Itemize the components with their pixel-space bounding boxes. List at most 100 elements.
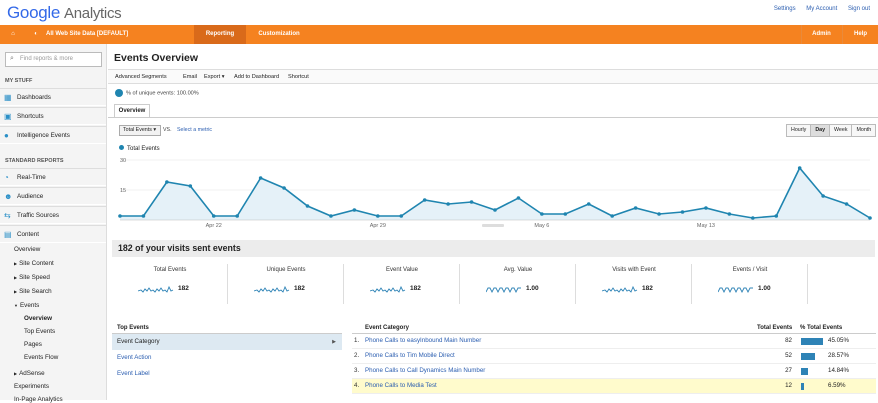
data-point[interactable] [422, 198, 427, 202]
data-point[interactable] [610, 214, 614, 218]
data-point[interactable] [540, 212, 544, 216]
sidebar-adsense[interactable]: ▶ AdSense [14, 370, 45, 377]
data-point[interactable] [352, 208, 357, 212]
data-point[interactable] [657, 212, 661, 216]
data-point[interactable] [844, 202, 849, 206]
sparkline-card[interactable]: Avg. Value 1.00 [460, 264, 576, 304]
data-point[interactable] [141, 214, 146, 218]
table-row[interactable]: 4. Phone Calls to Media Test 12 6.59% [352, 379, 876, 394]
add-to-dashboard-button[interactable]: Add to Dashboard [234, 74, 280, 80]
data-point[interactable] [376, 214, 380, 218]
chart-resize-handle[interactable] [482, 224, 504, 227]
advanced-segments-button[interactable]: Advanced Segments [115, 74, 167, 80]
category-link[interactable]: Phone Calls to Call Dynamics Main Number [365, 367, 486, 374]
metric-select[interactable]: Total Events ▾ [119, 125, 161, 136]
data-point[interactable] [446, 202, 450, 206]
day-button[interactable]: Day [810, 124, 831, 137]
sidebar-item-traffic-sources[interactable]: ⇆ Traffic Sources [0, 206, 106, 224]
data-point[interactable] [399, 214, 404, 218]
granularity-buttons: Hourly Day Week Month [786, 124, 877, 137]
sparkline-card[interactable]: Event Value 182 [344, 264, 460, 304]
percent-bar [801, 368, 809, 375]
sidebar-experiments[interactable]: Experiments [14, 383, 49, 390]
sidebar-item-audience[interactable]: ☻ Audience [0, 187, 106, 205]
data-point[interactable] [680, 210, 685, 214]
category-column-header: Event Category [365, 325, 410, 331]
tab-customization[interactable]: Customization [258, 31, 300, 37]
tab-admin[interactable]: Admin [801, 25, 841, 44]
shortcut-button[interactable]: Shortcut [288, 74, 309, 80]
data-point[interactable] [305, 204, 310, 208]
week-button[interactable]: Week [829, 124, 853, 137]
sidebar-item-real-time[interactable]: ◔ Real-Time [0, 168, 106, 186]
data-point[interactable] [282, 186, 286, 190]
table-row[interactable]: 2. Phone Calls to Tim Mobile Direct 52 28.5… [352, 349, 876, 364]
data-point[interactable] [188, 184, 193, 188]
expand-triangle-icon: ▶ [14, 275, 18, 280]
sparkline-card[interactable]: Total Events 182 [112, 264, 228, 304]
sidebar-pages[interactable]: Pages [24, 341, 42, 348]
data-point[interactable] [235, 214, 239, 218]
sidebar-content-overview[interactable]: Overview [14, 246, 41, 253]
data-point[interactable] [704, 206, 708, 210]
tab-reporting[interactable]: Reporting [194, 25, 246, 44]
settings-link[interactable]: Settings [773, 6, 796, 12]
table-row[interactable]: 3. Phone Calls to Call Dynamics Main Numb… [352, 364, 876, 379]
top-event-row-action[interactable]: Event Action [112, 350, 342, 366]
sidebar-events-overview[interactable]: Overview [24, 315, 53, 322]
data-point[interactable] [118, 214, 122, 218]
select-metric-link[interactable]: Select a metric [177, 127, 213, 133]
my-account-link[interactable]: My Account [806, 6, 838, 12]
sparkline-card[interactable]: Events / Visit 1.00 [692, 264, 808, 304]
sign-out-link[interactable]: Sign out [847, 6, 870, 12]
data-point[interactable] [516, 196, 521, 200]
data-point[interactable] [469, 200, 474, 204]
sidebar-events-flow[interactable]: Events Flow [24, 354, 59, 361]
top-event-row-category[interactable]: Event Category ▶ [112, 334, 342, 350]
data-point[interactable] [633, 206, 638, 210]
tab-help[interactable]: Help [842, 25, 878, 44]
data-point[interactable] [751, 216, 755, 220]
x-tick-label: May 6 [534, 223, 549, 229]
profile-selector[interactable]: All Web Site Data [DEFAULT] [46, 31, 129, 37]
data-point[interactable] [797, 166, 802, 170]
data-point[interactable] [258, 176, 263, 180]
email-button[interactable]: Email [183, 74, 197, 80]
expand-triangle-icon: ▶ [14, 261, 18, 266]
sparkline-card[interactable]: Visits with Event 182 [576, 264, 692, 304]
top-event-row-label[interactable]: Event Label [112, 366, 342, 382]
data-point[interactable] [774, 214, 779, 218]
search-input[interactable]: ⌕ Find reports & more [5, 52, 102, 67]
logo-google-text: Google [7, 3, 61, 22]
home-icon[interactable]: ⌂ [11, 31, 15, 37]
data-point[interactable] [586, 202, 591, 206]
data-point[interactable] [868, 216, 872, 220]
sparkline-value: 182 [642, 285, 653, 292]
data-point[interactable] [211, 214, 216, 218]
data-point[interactable] [563, 212, 568, 216]
category-link[interactable]: Phone Calls to Media Test [365, 382, 437, 389]
export-button[interactable]: Export ▾ [204, 74, 225, 80]
category-link[interactable]: Phone Calls to easyInbound Main Number [365, 337, 482, 344]
table-row[interactable]: 1. Phone Calls to easyInbound Main Number… [352, 334, 876, 349]
data-point[interactable] [493, 208, 497, 212]
data-point[interactable] [329, 214, 333, 218]
sidebar-events[interactable]: ▼ Events [14, 302, 39, 309]
category-link[interactable]: Phone Calls to Tim Mobile Direct [365, 352, 455, 359]
sidebar-site-search[interactable]: ▶ Site Search [14, 288, 52, 295]
sidebar-site-speed[interactable]: ▶ Site Speed [14, 274, 50, 281]
data-point[interactable] [821, 194, 825, 198]
data-point[interactable] [727, 212, 732, 216]
sidebar-item-shortcuts[interactable]: ▣ Shortcuts [0, 107, 106, 125]
sidebar-item-intelligence-events[interactable]: ● Intelligence Events [0, 126, 106, 144]
sidebar-top-events[interactable]: Top Events [24, 328, 56, 335]
hourly-button[interactable]: Hourly [786, 124, 812, 137]
google-analytics-logo[interactable]: Google Analytics [7, 3, 122, 23]
sidebar-item-dashboards[interactable]: ▦ Dashboards [0, 88, 106, 106]
tab-overview[interactable]: Overview [114, 104, 150, 117]
sidebar-site-content[interactable]: ▶ Site Content [14, 260, 54, 267]
sidebar-item-content[interactable]: ▤ Content [0, 225, 106, 243]
data-point[interactable] [165, 180, 169, 184]
sparkline-card[interactable]: Unique Events 182 [228, 264, 344, 304]
month-button[interactable]: Month [851, 124, 877, 137]
